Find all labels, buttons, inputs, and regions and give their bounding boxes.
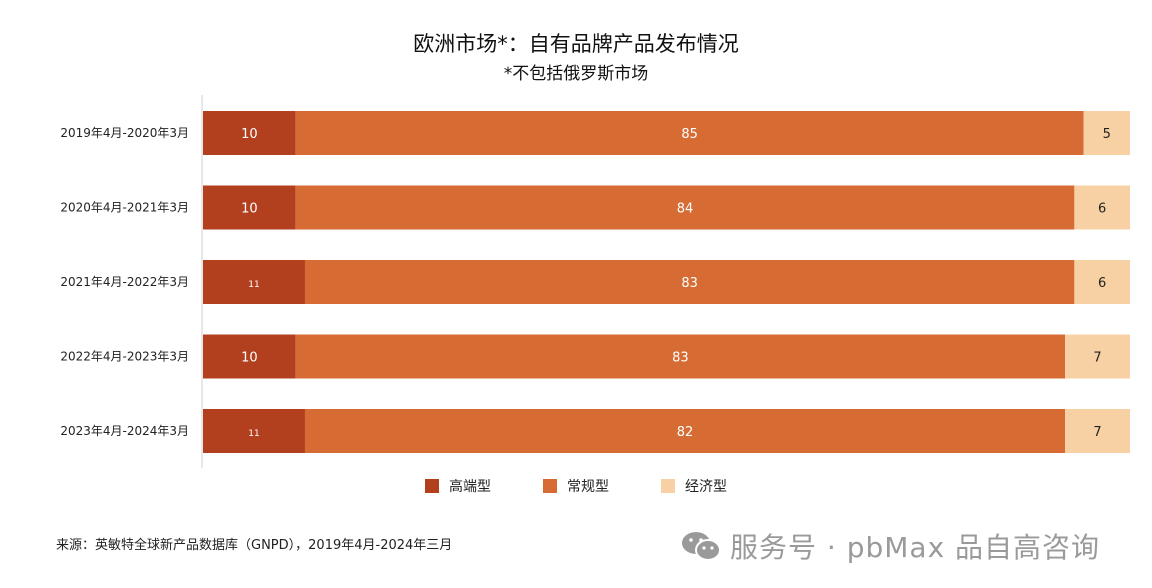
category-label: 2019年4月-2020年3月 (60, 126, 189, 140)
category-label: 2021年4月-2022年3月 (60, 275, 189, 289)
data-label-premium: 11 (248, 429, 259, 439)
legend-label-premium: 高端型 (449, 479, 491, 495)
legend-swatch-premium (425, 479, 439, 493)
bar-segment-regular (295, 111, 1084, 155)
bar-segment-premium (203, 260, 305, 304)
data-label-premium: 10 (241, 127, 258, 142)
legend-item-regular: 常规型 (543, 476, 609, 496)
bar-segment-premium (203, 185, 296, 230)
data-label-economy: 6 (1098, 202, 1106, 217)
wechat-icon (682, 532, 721, 561)
data-label-regular: 85 (681, 127, 698, 142)
data-label-economy: 6 (1098, 276, 1106, 291)
legend-item-economy: 经济型 (661, 476, 727, 496)
legend-label-regular: 常规型 (567, 479, 609, 495)
bar-segment-premium (203, 111, 296, 155)
data-label-premium: 10 (241, 351, 258, 366)
data-label-premium: 11 (248, 280, 259, 290)
chart-subtitle: *不包括俄罗斯市场 (503, 64, 649, 84)
category-label: 2020年4月-2021年3月 (60, 201, 189, 215)
bar-segment-regular (304, 409, 1066, 453)
bar-segment-economy (1074, 260, 1130, 304)
bar-segment-regular (295, 185, 1075, 230)
data-label-premium: 10 (241, 202, 258, 217)
data-label-regular: 82 (677, 425, 694, 440)
bar-segment-economy (1065, 409, 1130, 453)
data-label-economy: 7 (1093, 425, 1101, 440)
category-label: 2023年4月-2024年3月 (60, 424, 189, 438)
bar-segment-regular (304, 260, 1075, 304)
data-label-regular: 83 (672, 351, 689, 366)
legend-swatch-regular (543, 479, 557, 493)
data-label-regular: 84 (677, 202, 694, 217)
chart-title: 欧洲市场*：自有品牌产品发布情况 (413, 32, 739, 56)
stacked-bar-chart: 2019年4月-2020年3月 10 85 5 2020年4月-2021年3月 10 84 6… (60, 95, 1130, 468)
legend-label-economy: 经济型 (685, 479, 727, 495)
data-label-economy: 5 (1103, 127, 1111, 142)
data-label-regular: 83 (681, 276, 698, 291)
legend-item-premium: 高端型 (425, 476, 491, 496)
bar-segment-premium (203, 334, 296, 379)
category-label: 2022年4月-2023年3月 (60, 350, 189, 364)
bar-segment-economy (1083, 111, 1130, 155)
legend-swatch-economy (661, 479, 675, 493)
bar-segment-economy (1074, 185, 1130, 230)
bar-segment-premium (203, 409, 305, 453)
bar-segment-regular (295, 334, 1066, 379)
watermark-text: 服务号 · pbMax 品自高咨询 (730, 531, 1101, 564)
bar-segment-economy (1065, 334, 1130, 379)
data-label-economy: 7 (1093, 351, 1101, 366)
source-note: 来源：英敏特全球新产品数据库（GNPD），2019年4月-2024年三月 (56, 538, 453, 553)
chart-legend: 高端型 常规型 经济型 (0, 476, 1152, 496)
watermark: 服务号 · pbMax 品自高咨询 (680, 526, 1100, 566)
